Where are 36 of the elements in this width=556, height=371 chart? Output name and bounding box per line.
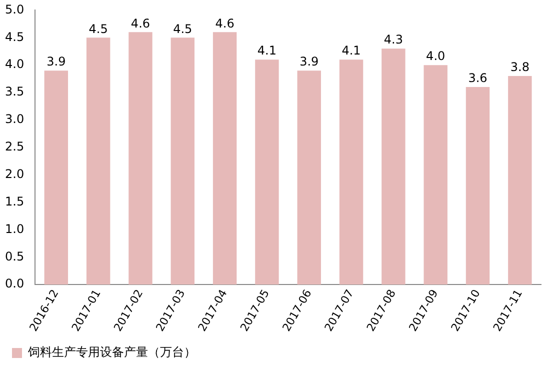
legend-label: 饲料生产专用设备产量（万台） xyxy=(27,345,196,360)
y-tick-label: 4.5 xyxy=(4,30,24,44)
bar xyxy=(508,76,532,285)
data-label: 4.5 xyxy=(88,22,108,36)
bar xyxy=(339,60,364,285)
y-tick-label: 5.0 xyxy=(4,2,24,16)
bar xyxy=(170,38,194,285)
bar xyxy=(86,38,110,285)
data-label: 4.5 xyxy=(173,22,192,36)
y-tick-label: 4.0 xyxy=(4,57,24,72)
bar xyxy=(255,60,279,285)
y-tick-label: 3.5 xyxy=(4,84,24,99)
y-tick-label: 0.5 xyxy=(4,249,24,264)
data-label: 4.6 xyxy=(215,16,234,30)
bar xyxy=(382,48,406,285)
data-label: 3.9 xyxy=(300,54,319,69)
y-tick-label: 2.0 xyxy=(4,166,24,181)
data-label: 4.6 xyxy=(130,16,150,30)
bar xyxy=(466,87,490,285)
data-label: 4.1 xyxy=(257,44,277,58)
bar xyxy=(128,32,152,285)
bar xyxy=(297,70,321,285)
y-tick-label: 0.0 xyxy=(4,276,24,291)
data-label: 4.1 xyxy=(342,44,361,58)
data-label: 4.0 xyxy=(426,49,446,64)
y-tick-label: 1.5 xyxy=(4,194,24,208)
y-tick-label: 1.0 xyxy=(4,222,24,236)
data-label: 3.8 xyxy=(510,60,530,74)
y-tick-label: 3.0 xyxy=(4,112,24,126)
bar xyxy=(212,32,237,285)
bar xyxy=(424,65,448,285)
data-label: 4.3 xyxy=(384,32,403,47)
bar xyxy=(44,70,68,285)
y-tick-label: 2.5 xyxy=(4,140,24,154)
data-label: 3.6 xyxy=(468,71,488,86)
data-label: 3.9 xyxy=(46,54,66,69)
